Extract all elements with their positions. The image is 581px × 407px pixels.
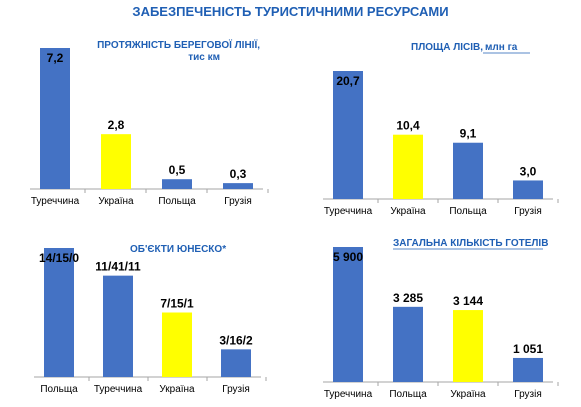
chart-title: ОБ'ЄКТИ ЮНЕСКО* bbox=[130, 244, 226, 255]
category-label: Україна bbox=[390, 206, 426, 217]
bar bbox=[103, 275, 133, 377]
data-label: 3,0 bbox=[520, 164, 537, 178]
data-label: 0,3 bbox=[230, 167, 247, 181]
data-label: 11/41/11 bbox=[95, 260, 141, 274]
category-label: Польща bbox=[389, 389, 427, 400]
unesco-sites-chart: ОБ'ЄКТИ ЮНЕСКО* 14/15/0 Польща 11/41/11 Тур… bbox=[34, 244, 267, 395]
bar bbox=[453, 310, 483, 382]
category-label: Грузія bbox=[224, 196, 252, 207]
bar bbox=[162, 312, 192, 377]
chart-subtitle: тис км bbox=[188, 52, 220, 63]
category-label: Туреччина bbox=[31, 196, 80, 207]
category-label: Україна bbox=[450, 389, 486, 400]
category-label: Грузія bbox=[222, 384, 250, 395]
bar bbox=[162, 179, 192, 189]
data-label: 5 900 bbox=[333, 250, 363, 264]
chart-title: ЗАГАЛЬНА КІЛЬКІСТЬ ГОТЕЛІВ bbox=[393, 238, 548, 249]
category-label: Грузія bbox=[514, 389, 542, 400]
data-label: 3/16/2 bbox=[219, 333, 253, 347]
bar bbox=[513, 180, 543, 199]
category-label: Туреччина bbox=[324, 206, 373, 217]
data-label: 2,8 bbox=[108, 118, 125, 132]
chart-subtitle: млн га bbox=[485, 42, 518, 53]
category-label: Польща bbox=[158, 196, 196, 207]
bar bbox=[44, 248, 74, 377]
category-label: Грузія bbox=[514, 206, 542, 217]
data-label: 9,1 bbox=[460, 127, 477, 141]
data-label: 1 051 bbox=[513, 342, 543, 356]
coastline-chart: ПРОТЯЖНІСТЬ БЕРЕГОВОЇ ЛІНІЇ, тис км 7,2 Т… bbox=[30, 38, 269, 207]
bar bbox=[393, 134, 423, 199]
data-label: 3 144 bbox=[453, 294, 483, 308]
bar bbox=[221, 349, 251, 377]
chart-title: ПЛОЩА ЛІСІВ, bbox=[411, 42, 483, 53]
bar bbox=[393, 306, 423, 382]
data-label: 20,7 bbox=[336, 74, 360, 88]
forest-area-chart: ПЛОЩА ЛІСІВ, млн га 20,7 Туреччина 10,4 Укр… bbox=[323, 42, 559, 217]
category-label: Польща bbox=[449, 206, 487, 217]
data-label: 10,4 bbox=[396, 119, 420, 133]
category-label: Польща bbox=[40, 384, 78, 395]
bar bbox=[101, 134, 131, 189]
category-label: Україна bbox=[98, 196, 134, 207]
category-label: Туреччина bbox=[324, 389, 373, 400]
chart-title: ПРОТЯЖНІСТЬ БЕРЕГОВОЇ ЛІНІЇ, bbox=[97, 38, 260, 51]
category-label: Туреччина bbox=[94, 384, 143, 395]
bar bbox=[513, 357, 543, 382]
bar bbox=[453, 142, 483, 199]
bar bbox=[223, 183, 253, 189]
category-label: Україна bbox=[159, 384, 195, 395]
hotels-count-chart: ЗАГАЛЬНА КІЛЬКІСТЬ ГОТЕЛІВ 5 900 Туреччин… bbox=[323, 238, 559, 400]
data-label: 7/15/1 bbox=[160, 297, 194, 311]
page-title: ЗАБЕЗПЕЧЕНІСТЬ ТУРИСТИЧНИМИ РЕСУРСАМИ bbox=[132, 4, 449, 19]
data-label: 0,5 bbox=[169, 163, 186, 177]
bar bbox=[40, 48, 70, 189]
bar bbox=[333, 71, 363, 199]
data-label: 7,2 bbox=[47, 51, 64, 65]
bar bbox=[333, 247, 363, 382]
data-label: 3 285 bbox=[393, 291, 423, 305]
data-label: 14/15/0 bbox=[39, 251, 79, 265]
